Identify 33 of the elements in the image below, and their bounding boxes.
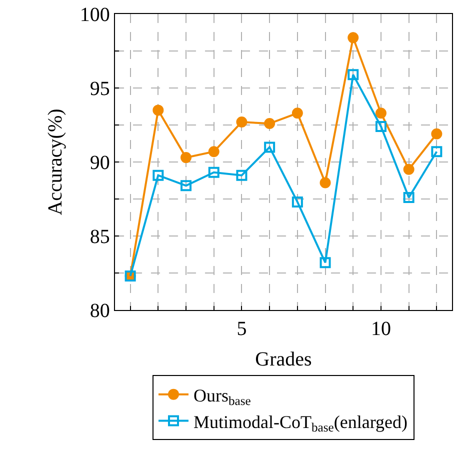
point: [236, 170, 248, 181]
point: [431, 146, 442, 158]
point: [152, 104, 164, 116]
point: [264, 142, 276, 153]
y-tick-label: 80: [90, 300, 110, 322]
y-tick-label: 85: [90, 226, 110, 248]
point: [348, 32, 359, 44]
point: [348, 69, 359, 80]
point: [375, 108, 386, 119]
point: [264, 118, 276, 130]
point: [403, 164, 414, 175]
point: [208, 146, 220, 158]
legend-label: Mutimodal-CoT$_{base}$(enlarged): [194, 412, 408, 435]
x-tick-label: 5: [236, 318, 247, 340]
legend-label: Ours$_{base}$: [194, 385, 252, 408]
point: [152, 170, 164, 181]
point: [180, 152, 192, 164]
point: [292, 108, 303, 119]
y-tick-label: 95: [90, 78, 110, 100]
point: [320, 177, 331, 188]
point: [180, 180, 192, 192]
x-tick-label: 10: [370, 318, 391, 340]
point: [431, 128, 442, 140]
point: [236, 116, 248, 128]
point: [320, 257, 331, 268]
y-tick-label: 90: [90, 152, 110, 174]
y-tick-label: 100: [80, 4, 110, 26]
point: [208, 166, 220, 178]
point: [292, 196, 303, 208]
point: [375, 120, 386, 132]
x-axis-title: Grades: [255, 348, 312, 371]
point: [403, 192, 414, 204]
y-axis-title: Accuracy(%): [44, 108, 66, 216]
